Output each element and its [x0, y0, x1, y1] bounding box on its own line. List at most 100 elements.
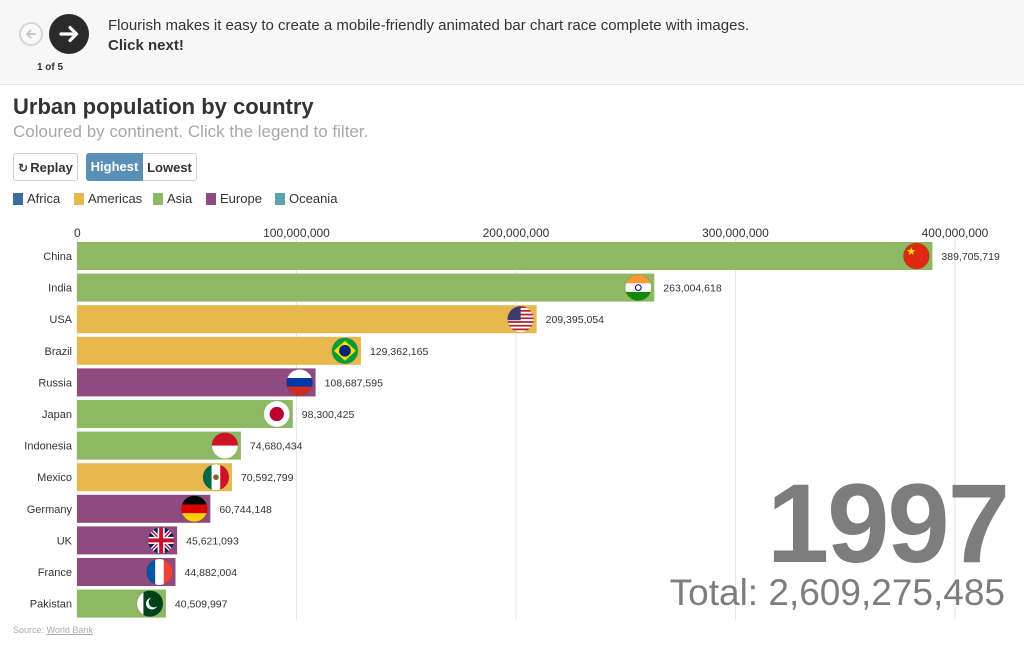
value-label: 74,680,434: [250, 441, 303, 453]
flag-stripe: [625, 283, 652, 292]
value-label: 129,362,165: [370, 346, 429, 358]
japan-flag-icon: [263, 400, 291, 428]
flag-stripe: [625, 274, 652, 284]
previous-slide-button[interactable]: [19, 22, 43, 46]
flag-stripe: [507, 324, 534, 327]
france-flag-icon: [146, 558, 174, 586]
flag-stripe: [202, 464, 212, 491]
flag-outline: [902, 242, 930, 270]
replay-icon: ↻: [18, 161, 29, 175]
indonesia-flag-icon: [211, 432, 239, 460]
flag-disc: [269, 406, 284, 422]
slide-counter: 1 of 5: [36, 62, 64, 73]
replay-button[interactable]: ↻ Replay: [13, 153, 78, 181]
flag-body: [286, 369, 313, 396]
flag-outline: [202, 463, 230, 491]
story-caption: Flourish makes it easy to create a mobil…: [108, 16, 749, 56]
flag-outline: [331, 337, 359, 365]
legend-label: Europe: [220, 191, 262, 206]
value-label: 60,744,148: [219, 504, 272, 516]
next-slide-button[interactable]: [49, 14, 89, 54]
usa-flag-icon: [507, 305, 535, 333]
bar-row: France 44,882,004: [38, 558, 237, 586]
source-prefix: Source:: [13, 625, 47, 635]
replay-label: Replay: [30, 160, 73, 175]
flag-outline: [147, 526, 175, 554]
flag-stripe: [903, 243, 930, 269]
flag-body: [331, 337, 358, 364]
bar-row: Russia 108,687,595: [38, 368, 384, 397]
flag-outline: [211, 432, 239, 460]
flag-outline: [624, 274, 652, 302]
story-cta: Click next!: [108, 37, 184, 54]
flag-wheel: [634, 284, 642, 291]
chart-subtitle: Coloured by continent. Click the legend …: [13, 122, 369, 141]
legend-label: Oceania: [289, 191, 338, 206]
bar: [77, 336, 361, 365]
flag-stripe: [507, 326, 534, 329]
category-label: Russia: [38, 377, 73, 389]
sort-lowest-button[interactable]: Lowest: [143, 153, 197, 181]
bar: [77, 400, 293, 428]
x-tick-label: 300,000,000: [702, 226, 769, 240]
flag-stripe: [507, 322, 534, 325]
bar-row: Pakistan 40,509,997: [30, 589, 228, 618]
india-flag-icon: [624, 274, 652, 302]
category-label: Germany: [27, 504, 73, 516]
flag-body: [263, 401, 290, 427]
category-label: Japan: [42, 409, 72, 421]
bar: [77, 305, 537, 334]
flag-stripe: [155, 559, 164, 585]
flag-body: [148, 527, 175, 554]
brazil-flag-icon: [331, 337, 359, 365]
flag-body: [507, 306, 534, 333]
value-label: 209,395,054: [546, 314, 605, 326]
flag-outline: [263, 400, 291, 428]
category-label: France: [38, 567, 72, 579]
flag-stripe: [507, 321, 534, 323]
flag-stripe: [286, 378, 313, 387]
flag-stripe: [146, 559, 156, 585]
category-label: China: [43, 251, 73, 263]
flag-body: [211, 432, 238, 459]
flag-body: [136, 590, 163, 617]
value-label: 44,882,004: [185, 567, 238, 579]
flag-stripe: [181, 504, 208, 514]
flag-globe: [339, 344, 351, 357]
uk-flag-icon: [147, 526, 175, 554]
flag-body: [181, 495, 208, 522]
bar-row: Germany 60,744,148: [27, 494, 272, 523]
bar-chart-race: 0 100,000,000 200,000,000 300,000,000 400,00…: [24, 226, 1000, 620]
flag-stripe: [220, 464, 229, 491]
flag-outline: [146, 558, 174, 586]
value-label: 98,300,425: [302, 409, 355, 421]
legend-swatch: [13, 193, 23, 205]
value-label: 108,687,595: [325, 377, 384, 389]
source-note: Source: World Bank: [13, 625, 93, 635]
value-label: 389,705,719: [941, 251, 1000, 263]
flag-stripe: [163, 559, 173, 585]
flag-stripe: [181, 513, 208, 522]
flag-outline: [286, 368, 314, 396]
value-label: 45,621,093: [186, 535, 239, 547]
legend-label: Asia: [167, 191, 193, 206]
category-label: Mexico: [37, 472, 72, 484]
flag-stripe: [211, 432, 238, 446]
value-label: 40,509,997: [175, 599, 228, 611]
x-tick-label: 0: [74, 226, 81, 240]
mexico-flag-icon: [202, 463, 230, 491]
story-text: Flourish makes it easy to create a mobil…: [108, 17, 750, 34]
legend-swatch: [153, 193, 163, 205]
bar-row: USA 209,395,054: [49, 305, 605, 334]
value-label: 263,004,618: [663, 283, 722, 295]
flag-body: [625, 274, 652, 301]
sort-highest-button[interactable]: Highest: [86, 153, 143, 181]
source-link[interactable]: World Bank: [46, 625, 93, 635]
current-year-counter: 1997: [766, 461, 1010, 586]
bar: [77, 242, 933, 270]
category-label: Indonesia: [24, 441, 73, 453]
flag-stripe: [136, 590, 144, 617]
flag-stripe: [507, 328, 534, 331]
category-label: Brazil: [44, 346, 72, 358]
flag-stripe: [211, 445, 238, 459]
